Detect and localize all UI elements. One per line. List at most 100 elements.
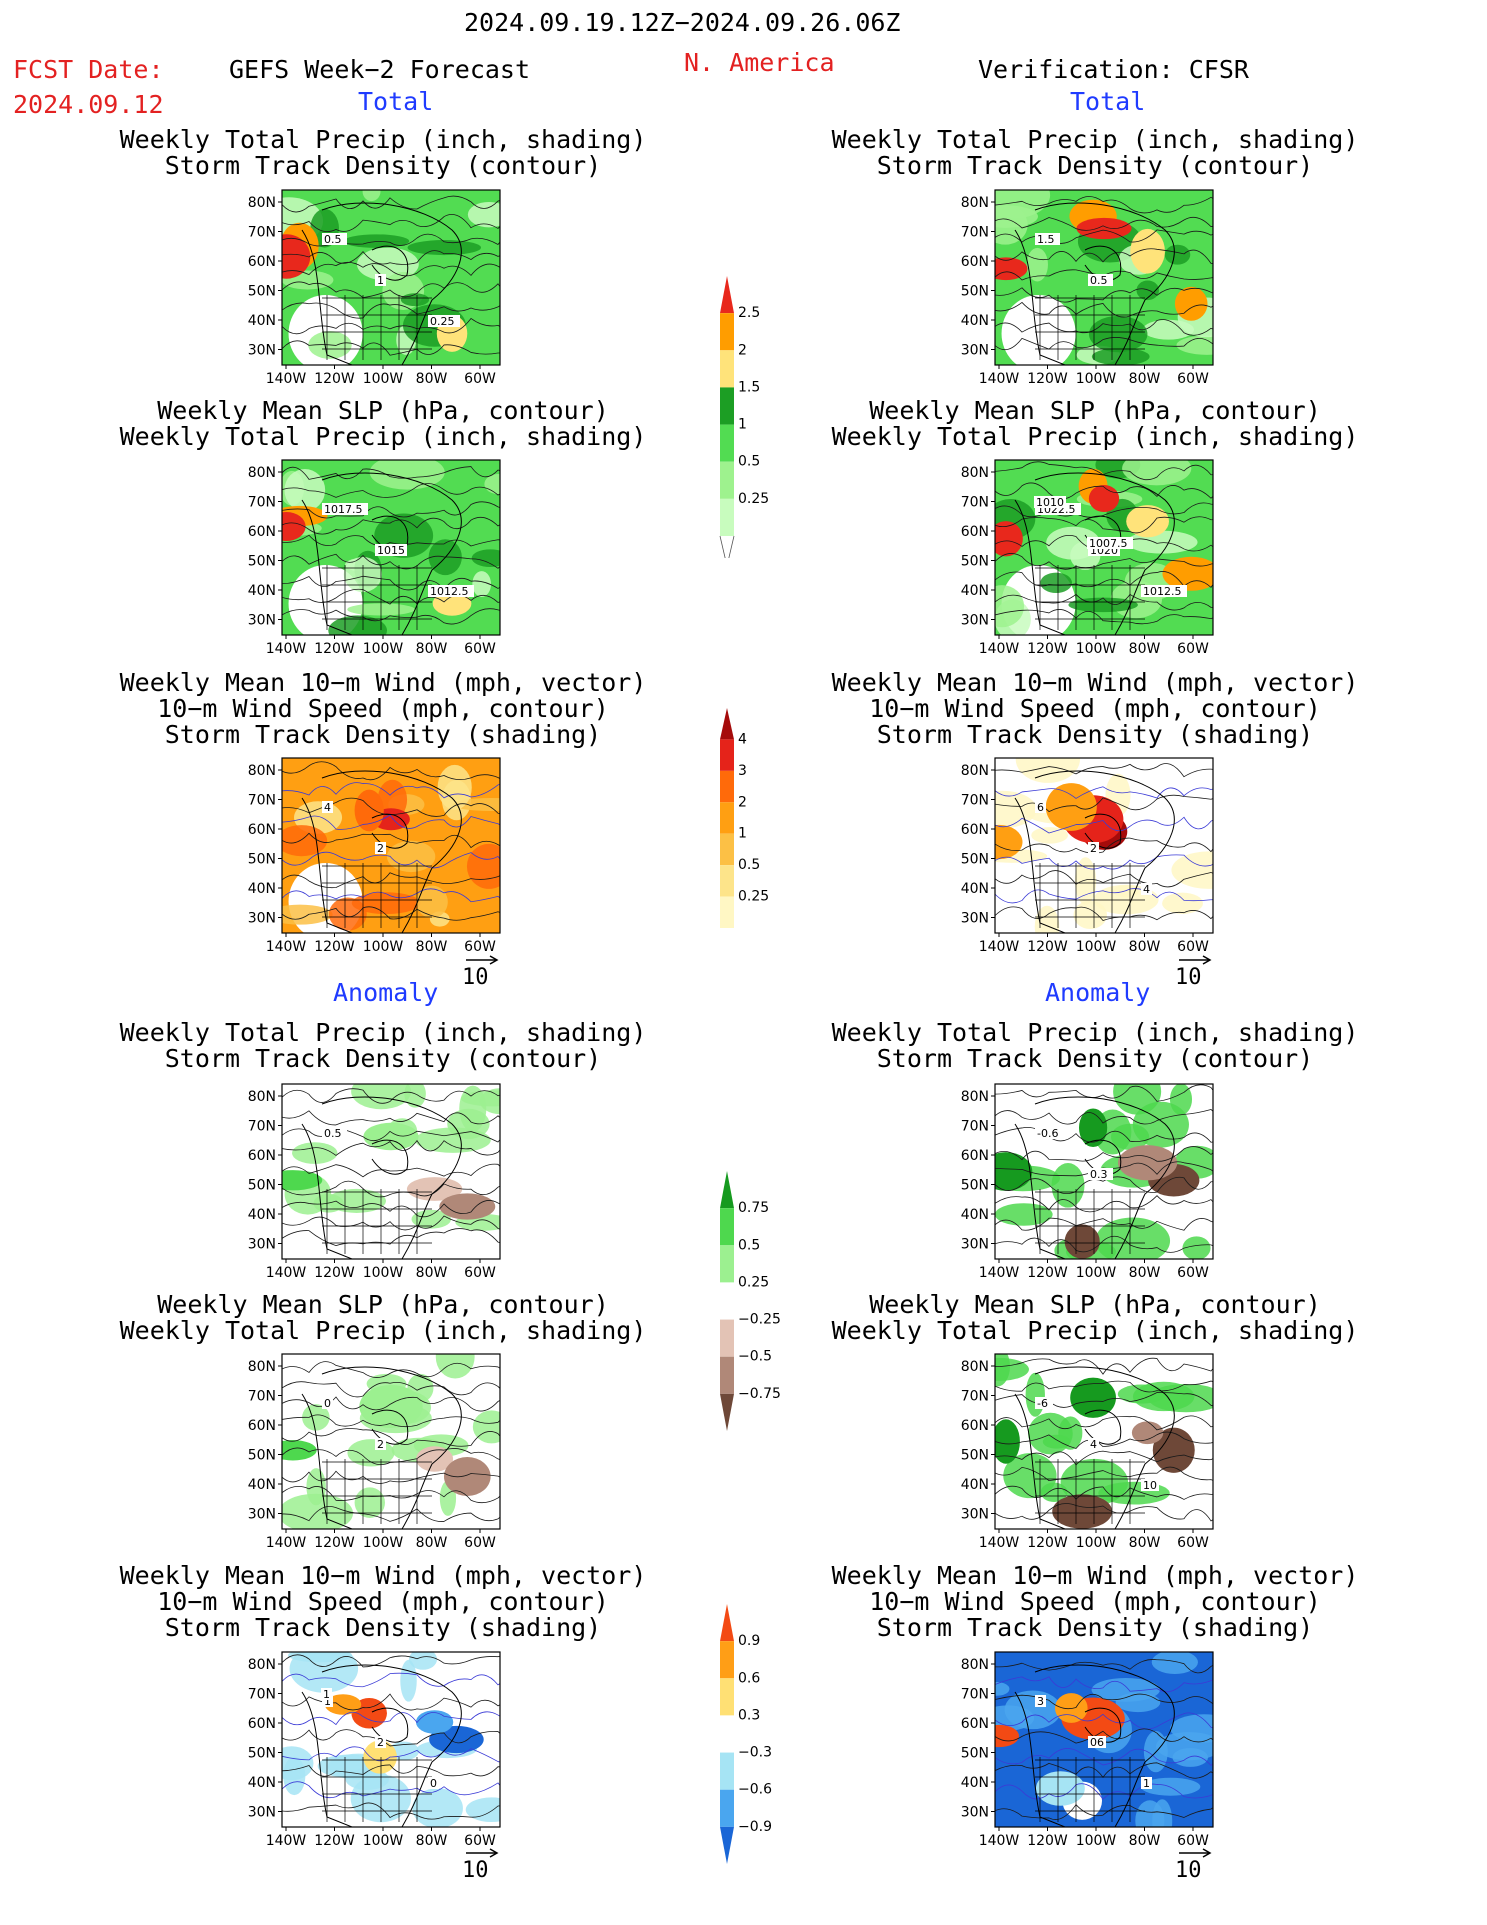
contour-label: 0.3	[1088, 1168, 1113, 1181]
contour-line	[282, 872, 500, 889]
panel-title-gefs-wind-anom: Weekly Mean 10−m Wind (mph, vector) 10−m …	[119, 1561, 647, 1642]
contour-line	[282, 588, 500, 605]
contour-line	[995, 1176, 1213, 1194]
shade-region	[1095, 1217, 1171, 1259]
contour-line	[282, 261, 500, 277]
contour-line	[995, 196, 1213, 214]
contour-line	[995, 1450, 1213, 1466]
shade-region	[1098, 1481, 1170, 1505]
contour-line	[282, 832, 500, 849]
colorbar-segment	[720, 865, 734, 897]
shade-region	[1031, 827, 1069, 844]
contour-line	[282, 195, 500, 213]
contour-line	[995, 461, 1213, 481]
lon-tick-label: 60W	[464, 939, 496, 955]
map-frame	[994, 757, 1214, 934]
lat-tick-label: 50N	[248, 1178, 276, 1194]
contour-label: 06	[1088, 1736, 1106, 1749]
lon-tick-label: 120W	[314, 1265, 355, 1281]
lat-tick-label: 60N	[961, 822, 989, 838]
contour-line	[995, 482, 1213, 500]
shade-region	[465, 1797, 500, 1823]
map-frame	[281, 757, 501, 934]
colorbar-label: 3	[738, 763, 747, 779]
lat-tick-label: 30N	[961, 1237, 989, 1253]
shade-region	[432, 591, 472, 616]
contour-line	[995, 1466, 1213, 1482]
shade-region	[460, 1090, 500, 1107]
contour-line	[995, 786, 1213, 799]
shade-region	[359, 1385, 423, 1428]
map-gefs-slp-anom: 0 2 80N 70N 60N 50N 40N 30N 140W 120W 100W 80W 60W	[248, 1353, 501, 1551]
lat-tick-label: 70N	[961, 495, 989, 511]
contour-line	[282, 1228, 500, 1246]
contour-line	[995, 906, 1213, 921]
contour-line	[282, 340, 500, 356]
map-frame	[994, 189, 1214, 366]
contour-line	[995, 1380, 1213, 1393]
shade-region	[995, 521, 1023, 557]
shade-region	[1045, 783, 1097, 831]
colorbar-segment	[720, 461, 734, 499]
shade-region	[435, 1354, 475, 1379]
svg-text:06: 06	[1090, 1736, 1104, 1749]
lat-tick-label: 30N	[248, 911, 276, 927]
map-frame	[281, 1353, 501, 1530]
lon-tick-label: 60W	[464, 1833, 496, 1849]
section-total-left: Total	[358, 87, 434, 116]
shade-region	[282, 511, 306, 542]
lon-tick-label: 120W	[1027, 641, 1068, 657]
contour-label: 1.5	[1035, 233, 1060, 246]
contour-line	[995, 1195, 1213, 1213]
shade-region	[1136, 280, 1159, 301]
lat-tick-label: 60N	[961, 1418, 989, 1434]
lat-tick-label: 50N	[961, 1178, 989, 1194]
contour-line	[282, 1110, 500, 1126]
lon-tick-label: 120W	[1027, 1265, 1068, 1281]
lon-tick-label: 140W	[979, 641, 1020, 657]
shade-region	[411, 1209, 452, 1229]
shade-region	[1076, 217, 1132, 240]
lon-tick-label: 120W	[314, 1833, 355, 1849]
colorbar-segment	[720, 1641, 734, 1679]
lon-tick-label: 140W	[979, 1535, 1020, 1551]
lat-tick-label: 40N	[961, 881, 989, 897]
lon-tick-label: 60W	[1177, 1535, 1209, 1551]
shade-region	[1004, 1690, 1062, 1730]
svg-text:1010: 1010	[1036, 496, 1064, 509]
contour-line	[282, 761, 500, 781]
colorbar-segment	[720, 739, 734, 771]
lon-tick-label: 140W	[266, 1265, 307, 1281]
shade-region	[288, 1652, 353, 1663]
colorbar-segment	[720, 313, 734, 351]
shade-region	[1070, 1377, 1116, 1418]
lon-tick-label: 140W	[979, 939, 1020, 955]
contour-label: 1	[1141, 1777, 1152, 1790]
lat-tick-label: 30N	[961, 343, 989, 359]
colorbar-label: −0.6	[738, 1782, 772, 1798]
lat-tick-label: 40N	[961, 313, 989, 329]
contour-line	[995, 1235, 1213, 1253]
contour-label: -6	[1035, 1397, 1053, 1410]
shade-region	[400, 293, 430, 307]
lon-tick-label: 120W	[314, 939, 355, 955]
lon-tick-label: 80W	[416, 641, 448, 657]
svg-text:0.25: 0.25	[430, 315, 455, 328]
shade-region	[1126, 505, 1170, 538]
contour-label: 0.25	[428, 315, 460, 328]
shade-region	[354, 1487, 385, 1518]
svg-text:10: 10	[1143, 1479, 1157, 1492]
svg-text:1.5: 1.5	[1037, 233, 1055, 246]
contour-line	[995, 1712, 1213, 1730]
panel-title-cfsr-precip-anom: Weekly Total Precip (inch, shading) Storm…	[831, 1018, 1359, 1073]
contour-line	[282, 1711, 500, 1726]
contour-line	[995, 1748, 1213, 1767]
panel-title-gefs-slp: Weekly Mean SLP (hPa, contour) Weekly Tot…	[119, 396, 647, 451]
contour-line	[282, 1654, 500, 1668]
lat-tick-label: 70N	[248, 225, 276, 241]
svg-text:1: 1	[377, 274, 384, 287]
shade-region	[407, 240, 481, 256]
svg-text:3: 3	[1037, 1695, 1044, 1708]
colorbar-label: 2	[738, 794, 747, 810]
section-anomaly-left: Anomaly	[333, 978, 439, 1007]
